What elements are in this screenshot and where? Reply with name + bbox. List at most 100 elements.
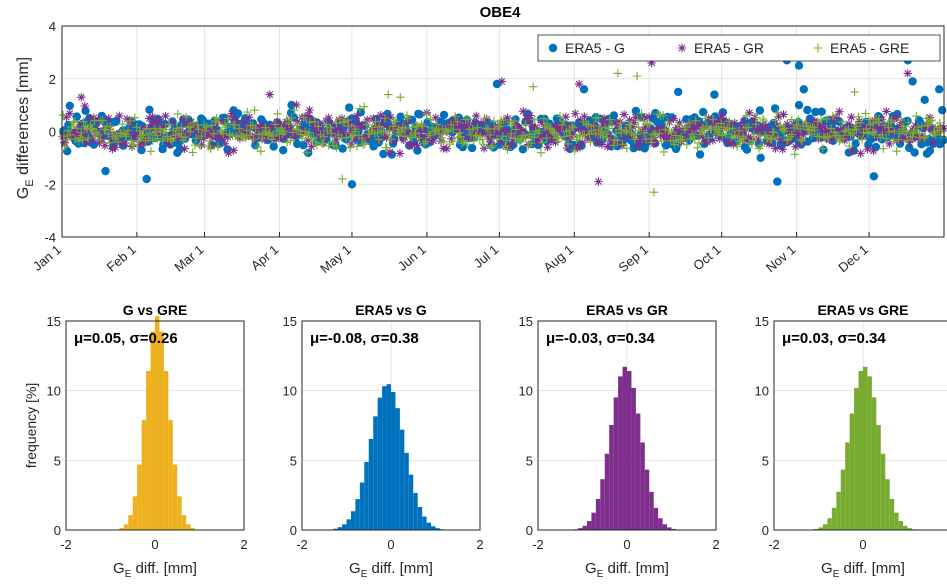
- data-point: [729, 140, 738, 149]
- data-point: [58, 111, 68, 120]
- x-axis-label-main: G: [113, 560, 125, 577]
- data-point: [844, 124, 853, 134]
- data-point: [629, 130, 638, 140]
- histogram-bar: [836, 491, 841, 530]
- data-point: [84, 133, 93, 143]
- x-axis-label-rest: diff. [mm]: [131, 560, 197, 577]
- data-point: [449, 125, 458, 134]
- data-point: [257, 120, 266, 130]
- data-point: [385, 147, 395, 157]
- data-point: [447, 134, 456, 144]
- data-point: [241, 125, 250, 134]
- histogram-bar: [168, 420, 173, 530]
- data-point: [214, 118, 223, 128]
- data-point: [63, 135, 72, 144]
- data-point: [350, 134, 359, 143]
- data-point: [631, 113, 640, 122]
- data-point: [539, 114, 549, 123]
- y-tick-label: 10: [519, 384, 533, 399]
- data-point: [622, 127, 631, 136]
- data-point: [129, 140, 138, 149]
- data-point: [740, 135, 750, 145]
- histogram-bar: [377, 397, 383, 530]
- x-tick-label: -2: [768, 537, 780, 552]
- data-point: [407, 123, 417, 132]
- data-point: [518, 107, 528, 116]
- data-point: [938, 106, 947, 115]
- y-tick-label: 15: [283, 314, 297, 329]
- histogram-bar: [831, 507, 837, 530]
- data-point: [479, 140, 488, 149]
- data-point: [797, 136, 807, 146]
- histogram-bar: [640, 442, 645, 530]
- data-point: [104, 114, 113, 123]
- data-point: [770, 104, 780, 113]
- data-point: [181, 132, 190, 142]
- data-point: [206, 128, 215, 138]
- data-point: [724, 117, 734, 126]
- data-point: [347, 132, 356, 142]
- data-point: [446, 120, 456, 129]
- data-point: [173, 109, 182, 119]
- data-point: [796, 135, 806, 144]
- histogram-bar: [845, 442, 850, 530]
- data-point: [717, 111, 726, 120]
- histogram-bar: [181, 515, 187, 530]
- series-plus: [58, 50, 947, 197]
- data-point: [79, 134, 88, 143]
- data-point: [146, 147, 156, 156]
- data-point: [812, 118, 821, 127]
- data-point: [92, 128, 101, 137]
- outlier-point: [850, 87, 859, 97]
- data-point: [411, 129, 420, 138]
- data-point: [671, 131, 680, 140]
- data-point: [464, 115, 473, 124]
- data-point: [708, 115, 718, 124]
- histogram-bar: [818, 527, 823, 530]
- plot-frame: [65, 320, 245, 531]
- outlier-point: [594, 177, 603, 186]
- outlier-point: [794, 61, 804, 70]
- histogram-bar: [186, 524, 191, 530]
- data-point: [649, 139, 658, 148]
- data-point: [861, 109, 870, 118]
- data-point: [939, 124, 947, 133]
- data-point: [242, 107, 252, 117]
- data-point: [335, 114, 344, 124]
- data-point: [457, 139, 467, 148]
- data-point: [509, 116, 519, 126]
- histogram-bar: [368, 438, 374, 530]
- data-point: [874, 114, 884, 124]
- data-point: [488, 141, 497, 151]
- data-point: [895, 129, 904, 138]
- data-point: [254, 130, 263, 139]
- data-point: [764, 139, 774, 149]
- data-point: [161, 111, 170, 121]
- x-tick-label: Feb 1: [104, 242, 139, 275]
- y-tick-label: 15: [755, 314, 769, 329]
- data-point: [451, 112, 460, 121]
- data-point: [533, 135, 543, 144]
- data-point: [65, 109, 74, 118]
- y-tick-label: 2: [49, 72, 56, 87]
- data-point: [351, 121, 361, 130]
- histogram-bar: [422, 516, 427, 530]
- data-point: [205, 136, 214, 146]
- data-point: [380, 130, 389, 140]
- data-point: [543, 143, 552, 152]
- histogram-bars: [573, 366, 681, 530]
- x-axis-label: GE diff. [mm]: [821, 560, 905, 580]
- data-point: [773, 133, 783, 142]
- data-point: [251, 124, 260, 133]
- data-point: [147, 120, 156, 129]
- data-point: [88, 135, 98, 145]
- data-point: [471, 130, 480, 140]
- histogram-bar: [417, 506, 423, 530]
- data-point: [630, 135, 639, 144]
- data-point: [609, 141, 618, 150]
- x-tick-label: 0: [151, 537, 158, 552]
- data-point: [873, 124, 882, 134]
- data-point: [659, 132, 668, 142]
- data-point: [913, 122, 923, 132]
- data-point: [413, 121, 422, 130]
